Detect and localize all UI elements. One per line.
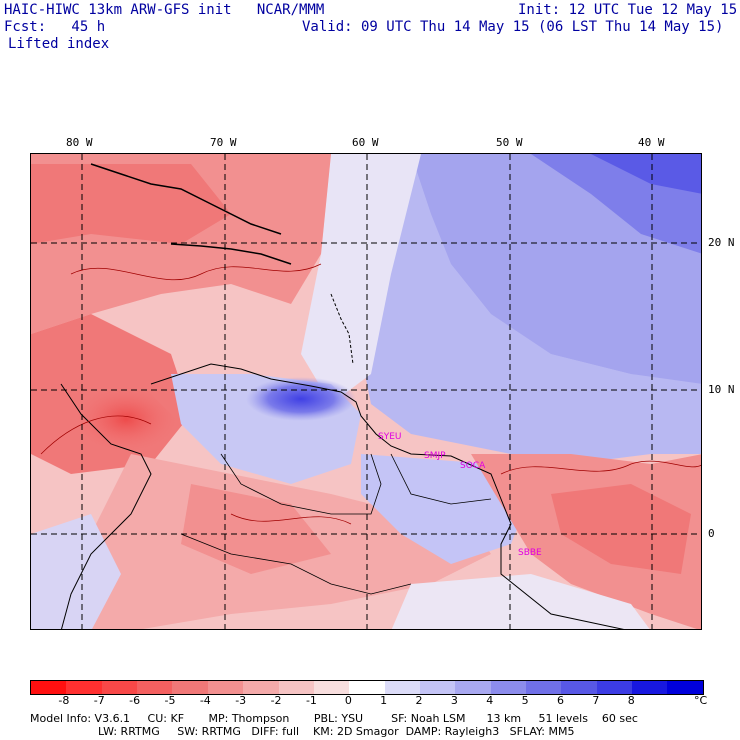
colorbar-tick-label: 7 <box>592 694 600 707</box>
colorbar-swatch <box>31 681 67 694</box>
colorbar-tick-label: 6 <box>557 694 565 707</box>
colorbar-swatch <box>596 681 633 694</box>
colorbar-tick-label: 2 <box>415 694 423 707</box>
colorbar-swatch <box>172 681 208 694</box>
colorbar-tick-label: 3 <box>450 694 458 707</box>
station-label-syeu: SYEU <box>378 432 402 442</box>
colorbar-tick-label: -4 <box>199 694 211 707</box>
colorbar-swatch <box>384 681 420 694</box>
lon-label-70w: 70 W <box>210 136 237 149</box>
colorbar-tick-label: -3 <box>235 694 247 707</box>
colorbar-swatch <box>137 681 173 694</box>
colorbar-swatch <box>490 681 527 694</box>
station-label-soca: SOCA <box>460 461 486 471</box>
colorbar-swatch <box>278 681 314 694</box>
colorbar-swatch <box>101 681 138 694</box>
colorbar-swatch <box>455 681 491 694</box>
colorbar-swatch <box>66 681 102 694</box>
lon-label-80w: 80 W <box>66 136 93 149</box>
colorbar-swatch <box>526 681 562 694</box>
valid-time: Valid: 09 UTC Thu 14 May 15 (06 LST Thu … <box>302 19 724 35</box>
colorbar-swatch <box>313 681 350 694</box>
lat-label-0: 0 <box>708 527 715 540</box>
colorbar-tick-label: -2 <box>270 694 282 707</box>
colorbar-tick-label: 5 <box>521 694 529 707</box>
colorbar-tick-label: -6 <box>129 694 141 707</box>
colorbar-swatch <box>632 681 668 694</box>
colorbar-unit: °C <box>694 694 708 707</box>
lon-label-40w: 40 W <box>638 136 665 149</box>
colorbar <box>30 680 704 695</box>
station-label-sbbe: SBBE <box>518 548 542 558</box>
colorbar-tick-label: 0 <box>344 694 352 707</box>
lon-label-50w: 50 W <box>496 136 523 149</box>
init-time: Init: 12 UTC Tue 12 May 15 <box>518 2 738 18</box>
model-title: HAIC-HIWC 13km ARW-GFS init NCAR/MMM <box>4 2 325 18</box>
station-label-smjp: SMJP <box>424 451 446 461</box>
colorbar-tick-label: 4 <box>486 694 494 707</box>
model-info-line-1: Model Info: V3.6.1 CU: KF MP: Thompson P… <box>30 712 638 725</box>
colorbar-tick-label: 8 <box>627 694 635 707</box>
colorbar-swatch <box>667 681 703 694</box>
colorbar-tick-label: -1 <box>305 694 317 707</box>
colorbar-tick-label: 1 <box>380 694 388 707</box>
colorbar-tick-label: -8 <box>58 694 70 707</box>
colorbar-swatch <box>207 681 244 694</box>
colorbar-swatch <box>561 681 597 694</box>
forecast-hour: Fcst: 45 h <box>4 19 106 35</box>
lifted-index-map <box>30 153 702 630</box>
colorbar-tick-label: -5 <box>164 694 176 707</box>
field-name: Lifted index <box>8 36 110 52</box>
colorbar-swatch <box>419 681 456 694</box>
model-info-line-2: LW: RRTMG SW: RRTMG DIFF: full KM: 2D Sm… <box>98 725 575 738</box>
lat-label-20n: 20 N <box>708 236 735 249</box>
colorbar-tick-label: -7 <box>93 694 105 707</box>
colorbar-swatch <box>243 681 279 694</box>
lat-label-10n: 10 N <box>708 383 735 396</box>
colorbar-swatch <box>349 681 385 694</box>
lon-label-60w: 60 W <box>352 136 379 149</box>
map-field <box>31 154 701 629</box>
